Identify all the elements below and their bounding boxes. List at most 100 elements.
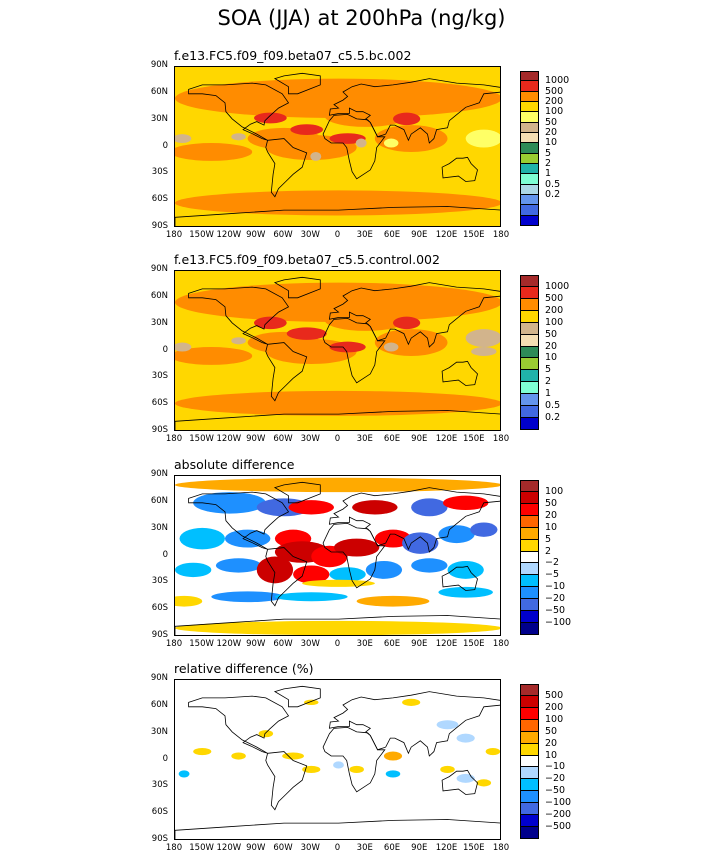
- lat-tick-label: 90N: [150, 60, 168, 70]
- colorbar-swatch: [520, 767, 539, 780]
- colorbar-swatch: [520, 815, 539, 828]
- lon-tick-label: 180: [165, 230, 183, 240]
- coastline: [328, 282, 500, 348]
- colorbar-swatch: [520, 779, 539, 792]
- lat-tick-label: 0: [162, 753, 168, 764]
- lon-tick-label: 90E: [411, 639, 428, 649]
- colorbar-label: 1000: [545, 280, 570, 292]
- lon-tick-label: 0: [334, 434, 341, 444]
- field-contour: [231, 337, 246, 345]
- colorbar-swatch: [520, 334, 539, 347]
- lat-tick-label: 60N: [150, 290, 168, 301]
- field-contour: [374, 125, 448, 152]
- colorbar-label: 10: [545, 521, 558, 533]
- field-contour: [349, 765, 364, 774]
- coastline: [273, 481, 321, 504]
- coastline: [441, 565, 478, 591]
- map-field-bc: [175, 72, 500, 226]
- lat-tick-label: 30S: [151, 167, 168, 178]
- colorbar-label: 2: [545, 545, 552, 557]
- field-contour: [175, 134, 192, 144]
- colorbar-bc: [520, 71, 539, 226]
- coastline: [322, 726, 386, 793]
- field-contour: [471, 347, 497, 356]
- lat-tick-label: 60S: [151, 603, 168, 614]
- map-field-absdiff: [175, 477, 500, 635]
- lat-tick-label: 30S: [151, 371, 168, 382]
- field-contour: [324, 309, 407, 331]
- field-contour: [356, 595, 430, 607]
- field-contour: [175, 620, 500, 635]
- colorbar-swatch: [520, 275, 539, 287]
- colorbar-label: 5: [545, 533, 552, 545]
- colorbar-swatch: [520, 527, 539, 540]
- panel-title-reldiff: relative difference (%): [174, 661, 314, 676]
- field-contour: [329, 341, 366, 353]
- coastline: [273, 685, 321, 708]
- coastline: [273, 276, 321, 299]
- colorbar-swatch: [520, 731, 539, 744]
- lon-tick-label: 180: [492, 230, 510, 240]
- field-contour: [286, 327, 327, 340]
- field-contour: [456, 773, 475, 783]
- field-contour: [175, 190, 500, 216]
- field-contour: [175, 282, 500, 322]
- colorbar-label: −20: [545, 593, 566, 605]
- coastline: [441, 360, 478, 386]
- field-contour: [178, 770, 190, 778]
- coastline: [328, 487, 500, 553]
- colorbar-swatch: [520, 827, 539, 839]
- colorbar-swatch: [520, 153, 539, 164]
- field-contour: [231, 752, 246, 760]
- lon-tick-label: 120E: [435, 639, 458, 649]
- colorbar-label: −20: [545, 773, 566, 785]
- colorbar-swatch: [520, 684, 539, 696]
- lon-tick-label: 90W: [246, 434, 266, 444]
- field-contour: [402, 532, 439, 554]
- field-contour: [254, 316, 287, 330]
- coastline: [441, 769, 478, 795]
- lat-tick-label: 0: [162, 140, 168, 151]
- lon-tick-label: 30E: [356, 230, 373, 240]
- field-contour: [456, 733, 475, 743]
- field-contour: [215, 558, 262, 573]
- colorbar-swatch: [520, 286, 539, 299]
- coastline: [265, 138, 308, 198]
- lat-tick-label: 60S: [151, 398, 168, 409]
- lon-tick-label: 120W: [216, 230, 242, 240]
- field-contour: [175, 477, 500, 493]
- field-contour: [438, 586, 493, 598]
- lon-tick-label: 180: [165, 843, 183, 853]
- lat-tick-label: 60S: [151, 194, 168, 205]
- colorbar-label: 50: [545, 116, 558, 128]
- colorbar-swatch: [520, 503, 539, 516]
- panel-title-absdiff: absolute difference: [174, 457, 295, 472]
- field-contour: [211, 591, 284, 603]
- coastline: [188, 286, 290, 345]
- lat-tick-label: 30N: [150, 113, 168, 124]
- colorbar-swatch: [520, 418, 539, 430]
- field-contour: [256, 556, 294, 584]
- lon-tick-label: 0: [334, 230, 341, 240]
- lon-tick-label: 120W: [216, 843, 242, 853]
- lon-tick-label: 30W: [300, 434, 320, 444]
- panel-title-bc: f.e13.FC5.f09_f09.beta07_c5.5.bc.002: [174, 48, 412, 63]
- colorbar-swatch: [520, 707, 539, 720]
- colorbar-swatch: [520, 803, 539, 816]
- colorbar-label: 500: [545, 292, 564, 304]
- colorbar-label: 10: [545, 749, 558, 761]
- colorbar-swatch: [520, 122, 539, 133]
- coastline: [175, 410, 500, 430]
- colorbar-label: 1: [545, 388, 552, 400]
- lon-tick-label: 30E: [356, 434, 373, 444]
- lat-tick-label: 60N: [150, 495, 168, 506]
- lon-tick-label: 150W: [189, 434, 214, 444]
- colorbar-label: −100: [545, 797, 572, 809]
- lat-tick-label: 60N: [150, 699, 168, 710]
- field-contour: [411, 498, 448, 517]
- map-field-reldiff: [175, 685, 500, 839]
- colorbar-swatch: [520, 71, 539, 82]
- lon-tick-label: 150E: [462, 639, 485, 649]
- lon-tick-label: 180: [492, 843, 510, 853]
- colorbar-label: −200: [545, 809, 572, 821]
